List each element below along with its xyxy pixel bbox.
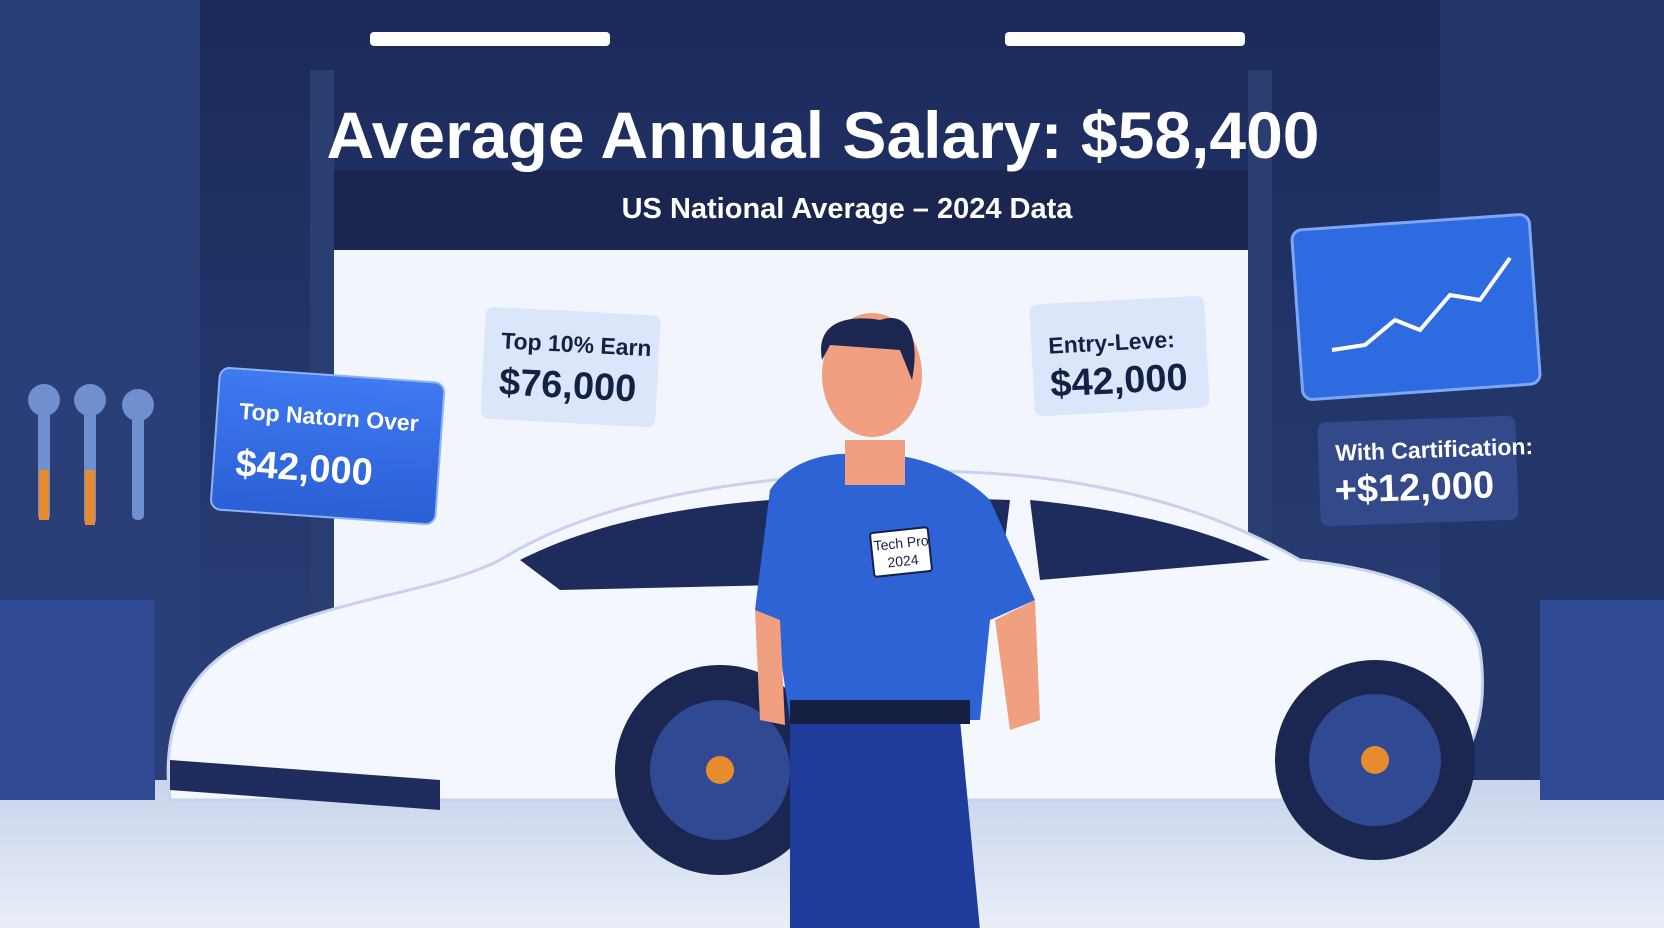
card-value: +$12,000 bbox=[1334, 464, 1495, 512]
monitor bbox=[1290, 213, 1542, 401]
ceiling-light bbox=[370, 32, 610, 46]
salary-card: Top 10% Earn $76,000 bbox=[480, 306, 661, 428]
subtitle: US National Average – 2024 Data bbox=[622, 193, 1074, 225]
badge-line: 2024 bbox=[887, 551, 920, 570]
salary-card: With Cartification: +$12,000 bbox=[1317, 415, 1533, 527]
title: Average Annual Salary: $58,400 bbox=[327, 98, 1320, 172]
salary-card: Top Natorn Over $42,000 bbox=[210, 367, 446, 526]
door-header bbox=[330, 170, 1250, 250]
card-value: $76,000 bbox=[498, 361, 637, 410]
wrenches-left bbox=[28, 384, 154, 525]
ceiling-light bbox=[1005, 32, 1245, 46]
mechanic: Tech Pro 2024 bbox=[755, 313, 1040, 928]
card-value: $42,000 bbox=[234, 443, 374, 494]
name-badge bbox=[869, 526, 933, 578]
salary-card: Entry-Leve: $42,000 bbox=[1029, 295, 1210, 417]
tool-cabinet bbox=[0, 600, 155, 800]
card-value: $42,000 bbox=[1049, 357, 1188, 406]
badge-line: Tech Pro bbox=[873, 532, 930, 554]
tool-cabinet bbox=[1540, 600, 1664, 800]
